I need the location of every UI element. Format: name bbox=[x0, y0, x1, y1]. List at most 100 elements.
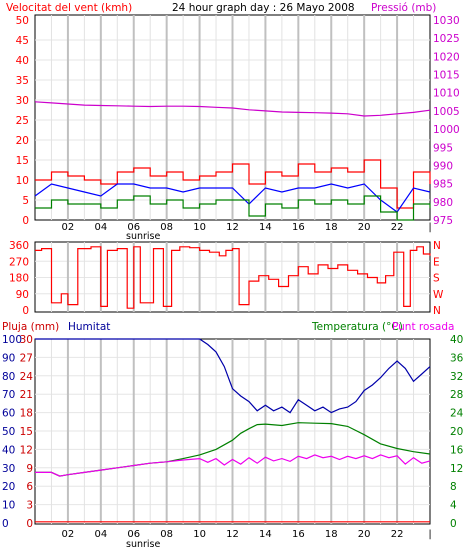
humitat-line bbox=[35, 338, 431, 414]
pressure-tick-label: 980 bbox=[433, 197, 453, 209]
x-tick-label: 20 bbox=[358, 529, 371, 540]
x-tick-label: 16 bbox=[292, 529, 305, 540]
x-tick-label: 12 bbox=[226, 222, 239, 233]
x-tick-label: 16 bbox=[292, 222, 305, 233]
direction-compass-label: N bbox=[433, 240, 441, 252]
pressure-tick-label: 1020 bbox=[433, 51, 460, 63]
temperature-tick-label: 40 bbox=[450, 334, 463, 346]
temperature-tick-label: 8 bbox=[450, 481, 457, 493]
wind-tick-label: 5 bbox=[22, 195, 29, 207]
wind-tick-label: 35 bbox=[16, 75, 29, 87]
wind-pressure-grid bbox=[35, 15, 430, 220]
x-tick-label: | bbox=[428, 529, 431, 540]
rain-tick-label: 6 bbox=[26, 481, 33, 493]
x-tick-label: 20 bbox=[358, 222, 371, 233]
wind-pressure-x-ticks: 02 04 06 08 10 12 14 16 18 20 22 | bbox=[62, 222, 432, 233]
x-tick-label: 14 bbox=[259, 222, 272, 233]
x-tick-label: 06 bbox=[127, 222, 140, 233]
humidity-tick-label: 20 bbox=[2, 481, 15, 493]
humidity-tick-label: 0 bbox=[2, 518, 9, 530]
pressure-tick-label: 995 bbox=[433, 142, 453, 154]
x-tick-label: 12 bbox=[226, 529, 239, 540]
humidity-tick-label: 50 bbox=[2, 426, 15, 438]
rain-tick-label: 3 bbox=[26, 500, 33, 512]
pressure-tick-label: 1025 bbox=[433, 33, 460, 45]
pressure-tick-label: 1005 bbox=[433, 106, 460, 118]
rain-humidity-temp-x-ticks: 02 04 06 08 10 12 14 16 18 20 22 | bbox=[62, 529, 432, 540]
rain-tick-label: 9 bbox=[26, 463, 33, 475]
temperature-tick-label: 16 bbox=[450, 444, 464, 456]
direction-degree-label: 90 bbox=[16, 289, 29, 301]
temperature-tick-label: 20 bbox=[450, 426, 463, 438]
direction-degree-label: 180 bbox=[9, 273, 29, 285]
wind-direction-0-line bbox=[35, 246, 431, 309]
rain-tick-label: 21 bbox=[20, 389, 33, 401]
x-tick-label: | bbox=[428, 222, 431, 233]
x-tick-label: 02 bbox=[62, 529, 75, 540]
direction-compass-label: E bbox=[433, 256, 440, 268]
x-tick-label: 04 bbox=[94, 529, 107, 540]
x-tick-label: 04 bbox=[94, 222, 107, 233]
wind-tick-label: 10 bbox=[16, 175, 29, 187]
wind-tick-label: 15 bbox=[16, 155, 29, 167]
pressure-tick-label: 985 bbox=[433, 179, 453, 191]
rain-sunrise-label: sunrise bbox=[126, 539, 160, 550]
humidity-tick-label: 90 bbox=[2, 352, 15, 364]
temperature-tick-label: 0 bbox=[450, 518, 457, 530]
humidity-left-axis-ticks: 0 10 20 30 40 50 60 70 80 90 100 bbox=[2, 334, 22, 530]
direction-compass-label: N bbox=[433, 305, 441, 317]
dew-point-axis-label: Punt rosada bbox=[392, 321, 454, 333]
pressure-tick-label: 1015 bbox=[433, 70, 460, 82]
temperature-tick-label: 4 bbox=[450, 500, 457, 512]
direction-degree-ticks: 0 90 180 270 360 bbox=[9, 240, 29, 317]
direction-compass-label: S bbox=[433, 273, 440, 285]
rain-humidity-temp-series bbox=[35, 338, 431, 523]
humidity-tick-label: 80 bbox=[2, 371, 15, 383]
humidity-tick-label: 70 bbox=[2, 389, 15, 401]
pressure-tick-label: 1010 bbox=[433, 88, 460, 100]
x-tick-label: 10 bbox=[193, 222, 206, 233]
rain-axis-label: Pluja (mm) bbox=[2, 321, 59, 333]
wind-tick-label: 50 bbox=[16, 15, 29, 27]
punt-rosada-line bbox=[35, 454, 431, 477]
direction-degree-label: 360 bbox=[9, 240, 29, 252]
pressure-tick-label: 1030 bbox=[433, 15, 460, 27]
humidity-tick-label: 60 bbox=[2, 408, 15, 420]
x-tick-label: 08 bbox=[160, 222, 173, 233]
humidity-tick-label: 30 bbox=[2, 463, 15, 475]
temperature-tick-label: 28 bbox=[450, 389, 463, 401]
direction-degree-label: 0 bbox=[22, 305, 29, 317]
wind-direction-series bbox=[35, 246, 431, 309]
x-tick-label: 22 bbox=[391, 222, 404, 233]
wind-sunrise-label: sunrise bbox=[126, 231, 160, 242]
humidity-tick-label: 10 bbox=[2, 500, 15, 512]
temperature-tick-label: 24 bbox=[450, 408, 464, 420]
x-tick-label: 18 bbox=[325, 529, 338, 540]
wind-pressure-series bbox=[34, 101, 431, 221]
x-tick-label: 08 bbox=[160, 529, 173, 540]
temperature-tick-label: 12 bbox=[450, 463, 463, 475]
x-tick-label: 06 bbox=[127, 529, 140, 540]
pressi-line bbox=[34, 101, 431, 117]
x-tick-label: 10 bbox=[193, 529, 206, 540]
wind-tick-label: 20 bbox=[16, 135, 29, 147]
pressure-tick-label: 990 bbox=[433, 160, 453, 172]
rain-tick-label: 30 bbox=[20, 334, 33, 346]
velocitat-del-vent-line bbox=[35, 159, 431, 209]
humidity-tick-label: 40 bbox=[2, 444, 15, 456]
x-tick-label: 02 bbox=[62, 222, 75, 233]
pressure-right-axis-ticks: 975 980 985 990 995 1000 1005 1010 1015 1020 1025 1… bbox=[433, 15, 460, 227]
wind-series-1-line bbox=[34, 183, 431, 213]
pressure-tick-label: 1000 bbox=[433, 124, 460, 136]
rain-tick-label: 24 bbox=[20, 371, 34, 383]
wind-tick-label: 0 bbox=[22, 215, 29, 227]
wind-tick-label: 45 bbox=[16, 35, 29, 47]
wind-series-2-line bbox=[35, 195, 431, 221]
wind-axis-label: Velocitat del vent (kmh) bbox=[6, 2, 132, 14]
